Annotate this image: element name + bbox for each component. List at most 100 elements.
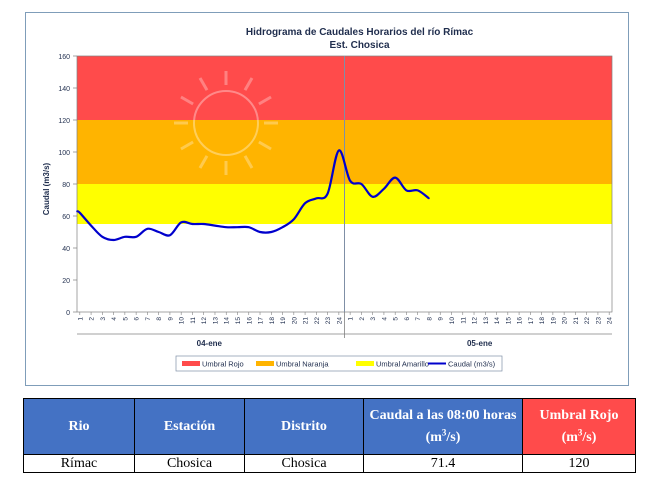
header-umbral-label: Umbral Rojo: [539, 408, 619, 424]
x-tick-label: 12: [201, 317, 208, 325]
data-point: [360, 183, 363, 185]
x-tick-label: 2: [89, 317, 96, 321]
x-tick-label: 12: [472, 317, 479, 325]
x-tick-label: 10: [179, 317, 186, 325]
x-tick-label: 20: [562, 317, 569, 325]
x-tick-label: 3: [100, 317, 107, 321]
watermark-sun-ray: [258, 95, 272, 106]
chart-title: Hidrograma de Caudales Horarios del río …: [246, 27, 474, 38]
x-tick-label: 8: [156, 317, 163, 321]
x-tick-label: 10: [449, 317, 456, 325]
x-tick-label: 5: [393, 317, 400, 321]
x-tick-label: 19: [550, 317, 557, 325]
data-point: [76, 210, 78, 212]
x-tick-label: 8: [426, 317, 433, 321]
x-tick-label: 23: [325, 317, 332, 325]
x-tick-label: 5: [122, 317, 129, 321]
data-point: [124, 236, 126, 238]
legend-label-1: Umbral Naranja: [276, 360, 329, 369]
header-rio: Rio: [23, 398, 135, 455]
x-tick-label: 17: [258, 317, 265, 325]
x-tick-label: 9: [438, 317, 445, 321]
x-tick-label: 20: [291, 317, 298, 325]
chart-subtitle: Est. Chosica: [329, 40, 389, 51]
cell-umbral: 120: [522, 454, 636, 473]
y-axis-label: Caudal (m3/s): [42, 162, 51, 215]
watermark-sun-ray: [198, 155, 209, 169]
data-point: [405, 189, 408, 192]
data-point: [428, 197, 430, 200]
y-tick-label: 40: [62, 246, 70, 253]
x-tick-label: 1: [77, 317, 84, 321]
cell-distrito: Chosica: [244, 454, 364, 473]
y-tick-label: 100: [58, 150, 70, 157]
data-point: [225, 226, 228, 228]
data-point: [270, 231, 273, 233]
x-tick-label: 18: [269, 317, 276, 325]
y-tick-label: 160: [58, 54, 70, 61]
x-tick-label: 21: [573, 317, 580, 325]
data-point: [281, 226, 284, 228]
legend-label-0: Umbral Rojo: [202, 360, 244, 369]
data-point: [202, 223, 205, 225]
data-point: [304, 202, 306, 204]
data-point: [90, 224, 92, 227]
legend-label-2: Umbral Amarillo: [376, 360, 429, 369]
x-tick-label: 11: [190, 317, 197, 324]
x-tick-label: 3: [370, 317, 377, 321]
data-point: [259, 231, 261, 233]
table-header-row: Rio Estación Distrito Caudal a las 08:00…: [23, 398, 636, 455]
x-tick-label: 7: [415, 317, 422, 321]
header-caudal: Caudal a las 08:00 horas (m3/s): [363, 398, 523, 455]
header-caudal-unit: (m3/s): [425, 427, 461, 445]
data-point: [146, 228, 149, 230]
x-tick-label: 13: [483, 317, 490, 325]
x-tick-label: 6: [134, 317, 141, 321]
watermark-sun-icon: [193, 90, 259, 156]
x-tick-label: 2: [359, 317, 366, 321]
data-point: [101, 236, 104, 238]
header-distrito: Distrito: [244, 398, 364, 455]
data-point: [112, 239, 115, 241]
y-tick-label: 120: [58, 118, 70, 125]
x-tick-label: 9: [167, 317, 174, 321]
data-point: [416, 189, 419, 192]
data-point: [247, 226, 250, 228]
data-point: [169, 234, 171, 236]
data-point: [180, 221, 182, 224]
x-tick-label: 15: [235, 317, 242, 325]
watermark-sun-ray: [258, 140, 272, 151]
data-point: [383, 188, 385, 190]
data-point: [371, 196, 374, 198]
data-point: [394, 176, 396, 179]
header-umbral-rojo: Umbral Rojo (m3/s): [522, 398, 636, 455]
watermark-sun-ray: [180, 140, 194, 151]
cell-rio: Rímac: [23, 454, 135, 473]
x-tick-label: 7: [145, 317, 152, 321]
x-tick-label: 23: [595, 317, 602, 325]
table-row: Rímac Chosica Chosica 71.4 120: [23, 454, 636, 473]
data-point: [79, 212, 81, 214]
data-point: [135, 236, 137, 238]
x-tick-label: 14: [224, 317, 231, 325]
y-tick-label: 80: [62, 182, 70, 189]
header-caudal-label: Caudal a las 08:00 horas: [369, 408, 517, 424]
y-tick-label: 0: [66, 310, 70, 317]
x-tick-label: 6: [404, 317, 411, 321]
cell-caudal: 71.4: [363, 454, 523, 473]
x-tick-label: 1: [348, 317, 355, 321]
x-tick-label: 15: [505, 317, 512, 325]
x-tick-label: 18: [539, 317, 546, 325]
x-tick-label: 21: [303, 317, 310, 325]
header-umbral-unit: (m3/s): [561, 427, 597, 445]
x-tick-label: 24: [607, 317, 614, 325]
x-tick-label: 14: [494, 317, 501, 325]
data-point: [236, 226, 239, 228]
y-tick-label: 140: [58, 86, 70, 93]
legend-swatch-1: [256, 361, 274, 366]
watermark-sun-ray: [243, 155, 254, 169]
watermark-sun-ray: [180, 95, 194, 106]
legend-swatch-0: [182, 361, 200, 366]
x-tick-label: 4: [111, 317, 118, 321]
x-group-label-1: 05-ene: [467, 339, 493, 348]
